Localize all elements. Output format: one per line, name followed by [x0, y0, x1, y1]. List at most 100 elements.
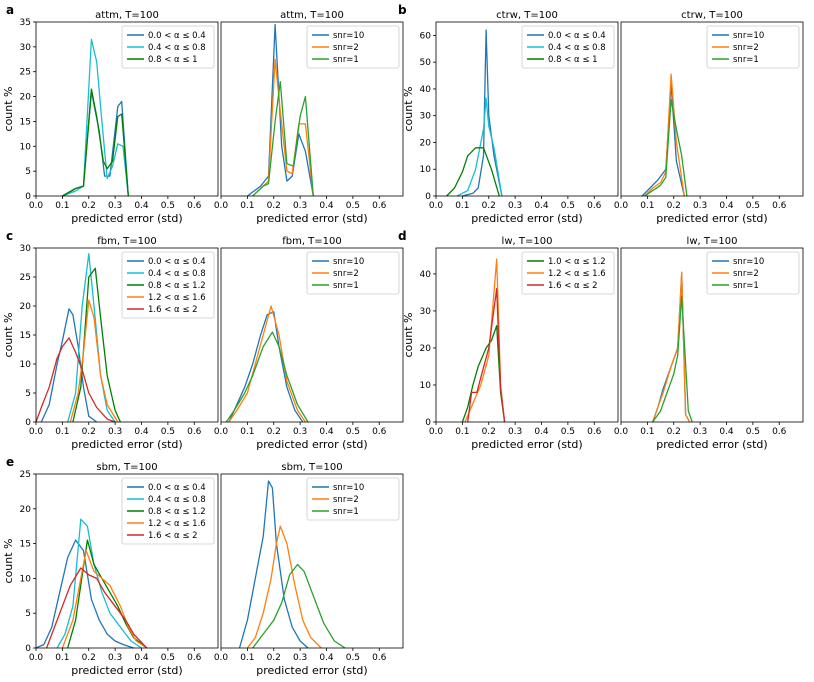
- x-axis-label: predicted error (std): [256, 438, 367, 451]
- legend-box: [521, 251, 615, 295]
- x-tick-label: 0.2: [667, 427, 681, 437]
- x-tick-label: 0.4: [134, 201, 149, 211]
- legend-label: 0.8 < α ≤ 1: [148, 55, 198, 65]
- legend-label: 1.2 < α ≤ 1.6: [148, 293, 206, 303]
- x-tick-label: 0.5: [161, 427, 175, 437]
- series-line-2: [246, 525, 322, 649]
- panel-letter: a: [6, 3, 14, 17]
- axes-frame: [620, 21, 804, 197]
- legend-label: 0.4 < α ≤ 0.8: [548, 43, 606, 53]
- legend-box: [706, 251, 800, 295]
- legend-label: 0.4 < α ≤ 0.8: [148, 43, 206, 53]
- series-line-5: [45, 567, 148, 649]
- y-tick-label: 20: [20, 302, 32, 312]
- x-tick-label: 0.5: [346, 201, 360, 211]
- series-line-4: [69, 299, 119, 423]
- x-tick-label: 0.5: [346, 427, 360, 437]
- x-tick-label: 0.0: [29, 201, 44, 211]
- subplot-title: sbm, T=100: [281, 462, 342, 473]
- subplot-c-right: fbm, T=100 0.0 0.1 0.2 0.3 0.4 0.5 0.6 predicted…: [214, 236, 404, 451]
- y-axis-label: count %: [2, 313, 15, 358]
- legend-label: snr=1: [733, 281, 759, 291]
- x-tick-label: 0.3: [293, 653, 307, 663]
- x-tick-label: 0.1: [640, 427, 654, 437]
- x-tick-label: 0.4: [719, 201, 734, 211]
- legend-label: 0.8 < α ≤ 1: [548, 55, 598, 65]
- x-tick-label: 0.4: [134, 653, 149, 663]
- x-tick-label: 0.2: [667, 201, 681, 211]
- legend-label: 0.8 < α ≤ 1.2: [148, 281, 206, 291]
- x-axis-label: predicted error (std): [256, 664, 367, 677]
- x-tick-label: 0.5: [346, 653, 360, 663]
- x-tick-label: 0.4: [319, 653, 334, 663]
- legend-box: [521, 25, 615, 69]
- legend-label: 1.6 < α ≤ 2: [148, 531, 198, 541]
- x-axis-label: predicted error (std): [71, 664, 182, 677]
- x-tick-label: 0.6: [372, 653, 387, 663]
- x-axis-label: predicted error (std): [71, 212, 182, 225]
- legend-label: 1.0 < α ≤ 1.2: [548, 257, 606, 267]
- x-tick-label: 0.2: [482, 201, 496, 211]
- subplot-title: sbm, T=100: [96, 462, 157, 473]
- legend-label: snr=10: [733, 31, 764, 41]
- series-line-2: [67, 253, 116, 423]
- x-tick-label: 0.0: [614, 201, 629, 211]
- series-line-4: [61, 549, 148, 649]
- series-line-3: [252, 81, 314, 197]
- x-tick-label: 0.6: [372, 427, 387, 437]
- legend-label: 1.2 < α ≤ 1.6: [548, 269, 606, 279]
- subplot-d-left: lw, T=100 0.0 0.1 0.2 0.3 0.4 0.5 0.6 predicted …: [402, 236, 619, 451]
- x-tick-label: 0.1: [240, 201, 254, 211]
- subplot-title: ctrw, T=100: [681, 10, 743, 21]
- legend-label: 1.2 < α ≤ 1.6: [148, 519, 206, 529]
- legend-box: [121, 477, 215, 545]
- legend-label: 0.0 < α ≤ 0.4: [148, 483, 206, 493]
- subplot-title: fbm, T=100: [97, 236, 157, 247]
- x-axis-label: predicted error (std): [256, 212, 367, 225]
- subplot-title: attm, T=100: [95, 10, 159, 21]
- y-tick-label: 25: [20, 68, 31, 78]
- y-tick-label: 40: [420, 270, 432, 280]
- series-line-2: [252, 58, 314, 197]
- axes-frame: [35, 21, 219, 197]
- legend-label: snr=2: [333, 43, 359, 53]
- y-tick-label: 35: [20, 18, 31, 28]
- y-tick-label: 0: [25, 192, 31, 202]
- y-tick-label: 0: [425, 418, 431, 428]
- subplot-title: attm, T=100: [280, 10, 344, 21]
- y-tick-label: 20: [420, 344, 432, 354]
- legend-label: 0.0 < α ≤ 0.4: [148, 257, 206, 267]
- x-tick-label: 0.4: [319, 427, 334, 437]
- x-tick-label: 0.3: [293, 427, 307, 437]
- y-tick-label: 40: [420, 85, 432, 95]
- x-tick-label: 0.2: [82, 427, 96, 437]
- x-tick-label: 0.3: [108, 653, 122, 663]
- axes-frame: [220, 473, 404, 649]
- x-tick-label: 0.5: [161, 653, 175, 663]
- series-line-1: [35, 539, 134, 649]
- series-line-3: [446, 147, 500, 197]
- legend-box: [306, 25, 400, 69]
- x-axis-label: predicted error (std): [471, 438, 582, 451]
- x-tick-label: 0.0: [429, 201, 444, 211]
- y-axis-label: count %: [402, 87, 415, 132]
- y-tick-label: 30: [420, 307, 432, 317]
- y-tick-label: 5: [25, 609, 31, 619]
- legend-label: 0.0 < α ≤ 0.4: [548, 31, 606, 41]
- x-axis-label: predicted error (std): [656, 438, 767, 451]
- axes-frame: [220, 21, 404, 197]
- x-tick-label: 0.4: [719, 427, 734, 437]
- subplot-a-left: attm, T=100 0.0 0.1 0.2 0.3 0.4 0.5 0.6 predicte…: [2, 10, 219, 225]
- x-tick-label: 0.3: [108, 427, 122, 437]
- series-line-3: [252, 563, 346, 649]
- series-line-1: [228, 311, 304, 423]
- x-tick-label: 0.0: [214, 653, 229, 663]
- x-tick-label: 0.0: [29, 653, 44, 663]
- axes-frame: [435, 21, 619, 197]
- x-tick-label: 0.2: [482, 427, 496, 437]
- y-tick-label: 5: [25, 389, 31, 399]
- x-tick-label: 0.1: [55, 427, 69, 437]
- x-tick-label: 0.2: [267, 201, 281, 211]
- subplot-title: fbm, T=100: [282, 236, 342, 247]
